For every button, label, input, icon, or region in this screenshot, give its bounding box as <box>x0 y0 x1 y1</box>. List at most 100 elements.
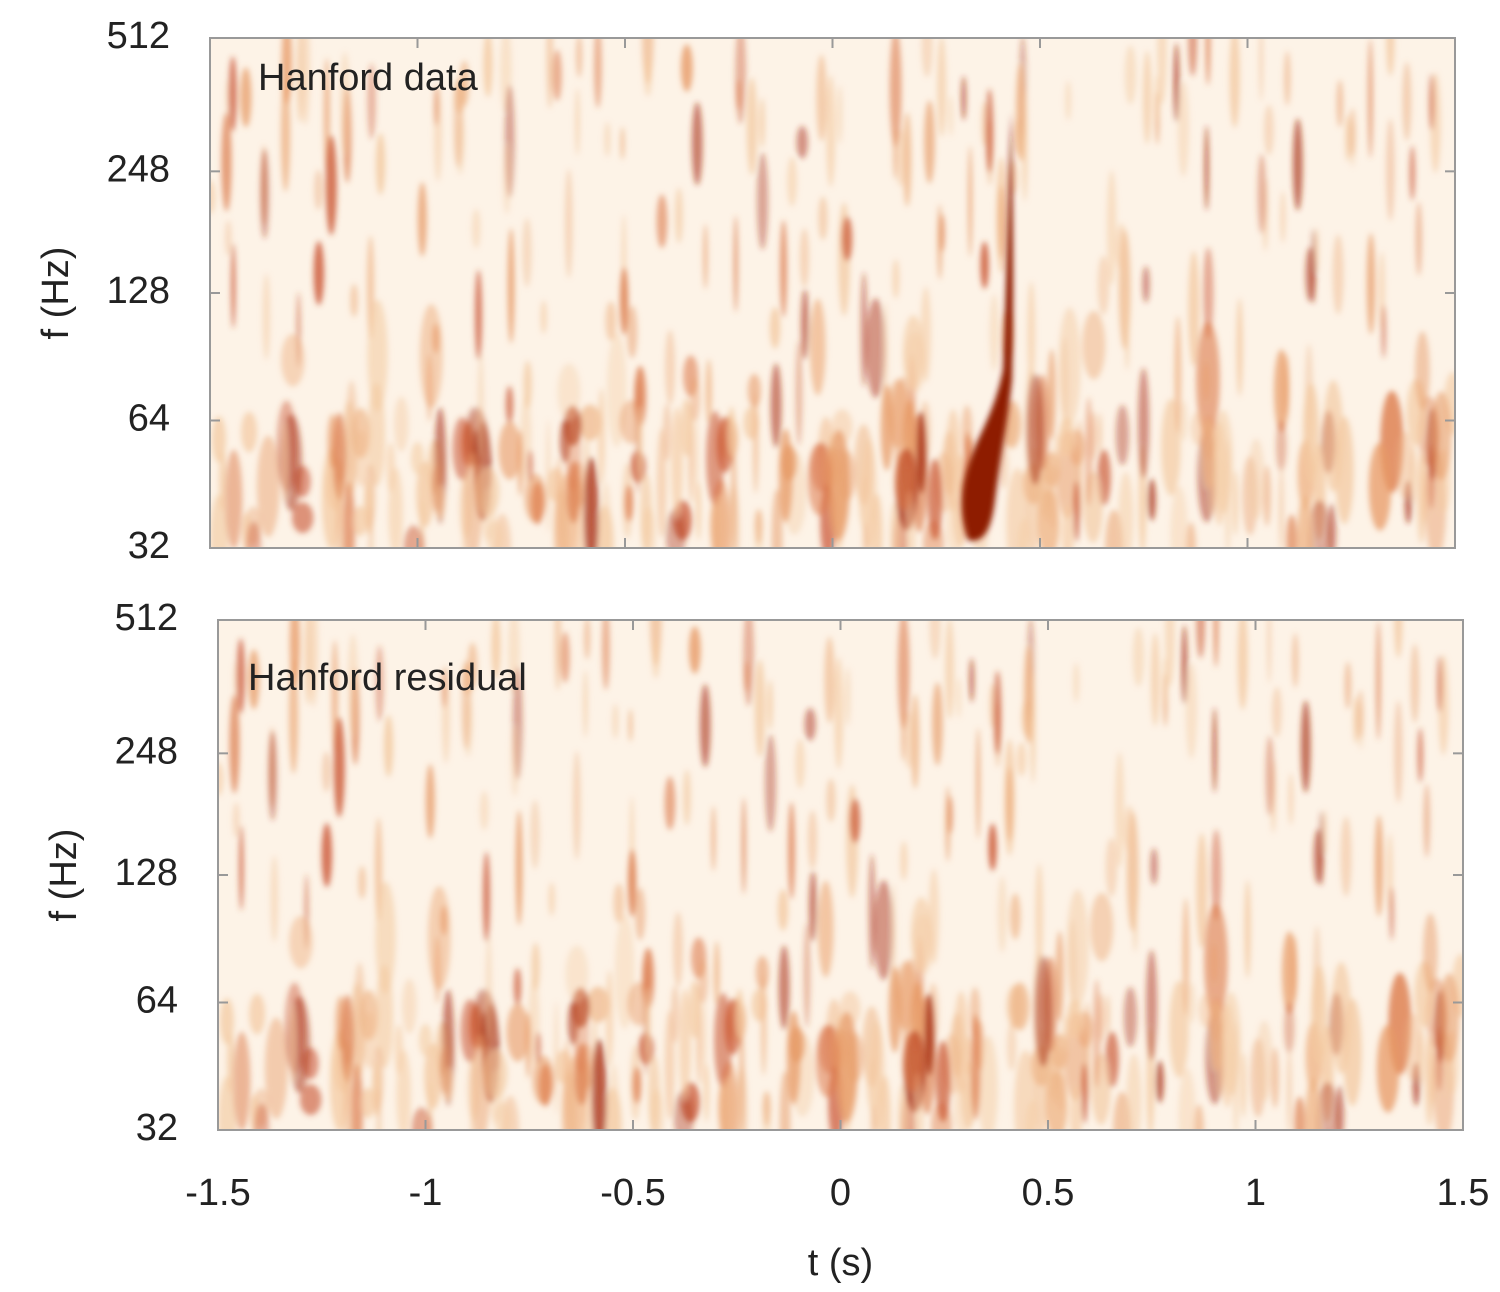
streak <box>1055 930 1064 1022</box>
streak <box>1213 620 1219 668</box>
streak <box>342 481 355 548</box>
streak <box>440 905 448 936</box>
streak <box>947 95 954 137</box>
streak <box>1085 397 1093 506</box>
streak <box>736 1064 748 1130</box>
y-tick-label: 248 <box>107 148 170 190</box>
streak <box>937 204 943 280</box>
streak <box>1375 620 1381 741</box>
streak <box>1202 418 1215 490</box>
streak <box>375 881 396 994</box>
streak <box>978 1035 998 1130</box>
streak <box>435 445 440 520</box>
streak <box>1258 38 1264 102</box>
streak <box>1244 880 1251 979</box>
streak <box>1053 434 1062 470</box>
streak <box>1294 1096 1306 1130</box>
streak <box>892 259 900 299</box>
streak <box>741 797 746 895</box>
y-tick-label: 64 <box>136 980 178 1022</box>
streak <box>1416 450 1427 544</box>
streak <box>256 435 280 538</box>
streak <box>1386 38 1395 76</box>
streak <box>1190 411 1206 446</box>
streak <box>778 428 793 523</box>
streak <box>764 734 777 832</box>
streak <box>612 703 619 739</box>
streak <box>1196 620 1206 659</box>
streak <box>462 497 468 548</box>
streak <box>1126 1053 1142 1130</box>
streak <box>870 493 883 548</box>
streak <box>613 883 625 923</box>
streak <box>345 380 358 497</box>
streak <box>1431 391 1452 481</box>
streak <box>988 823 997 871</box>
streak <box>902 1030 924 1093</box>
streak <box>578 404 602 441</box>
streak <box>572 750 581 860</box>
streak <box>1194 1104 1204 1130</box>
streak <box>224 220 232 257</box>
streak <box>1381 304 1386 359</box>
streak <box>1345 114 1351 162</box>
streak <box>652 638 660 679</box>
streak <box>1315 1082 1340 1130</box>
streak <box>711 806 716 872</box>
streak <box>1403 1013 1422 1082</box>
streak <box>937 38 947 138</box>
streak <box>628 708 633 742</box>
streak <box>945 786 951 862</box>
streak <box>1229 38 1240 128</box>
streak <box>1047 348 1056 440</box>
streak <box>434 86 439 126</box>
streak <box>291 502 314 534</box>
x-tick-label: -0.5 <box>600 1172 665 1214</box>
streak <box>288 658 299 774</box>
streak <box>714 992 732 1088</box>
streak <box>402 978 417 1034</box>
streak <box>1395 431 1414 500</box>
streak <box>557 363 581 421</box>
streak <box>530 799 540 869</box>
streak <box>1212 707 1217 793</box>
streak <box>350 1063 363 1130</box>
streak <box>754 659 766 758</box>
streak <box>575 87 580 156</box>
streak <box>282 420 289 502</box>
streak <box>799 228 810 288</box>
streak <box>535 1031 541 1064</box>
streak <box>845 667 851 727</box>
streak <box>627 305 638 359</box>
streak <box>218 449 227 511</box>
streak <box>554 620 562 691</box>
streak <box>955 454 965 493</box>
streak <box>289 915 313 969</box>
streak <box>808 870 818 942</box>
y-tick-label: 512 <box>115 597 178 639</box>
streak <box>221 112 232 212</box>
streak <box>674 187 683 244</box>
streak <box>351 408 370 459</box>
streak <box>717 1077 736 1130</box>
streak <box>602 620 610 690</box>
streak <box>1280 191 1286 244</box>
streak <box>548 882 555 916</box>
streak <box>866 298 886 399</box>
streak <box>1027 281 1036 389</box>
streak <box>1311 228 1316 305</box>
streak <box>239 825 244 911</box>
streak <box>367 63 376 140</box>
streak <box>425 764 435 839</box>
streak <box>254 1103 270 1130</box>
streak <box>703 224 708 290</box>
streak <box>1283 1002 1295 1054</box>
streak <box>470 1079 476 1130</box>
streak <box>752 393 759 494</box>
streak <box>264 1017 288 1120</box>
chirp <box>961 112 1014 541</box>
streak <box>1014 1050 1038 1130</box>
streak <box>1247 438 1265 520</box>
streak <box>1305 1077 1322 1130</box>
streak <box>353 962 366 1079</box>
